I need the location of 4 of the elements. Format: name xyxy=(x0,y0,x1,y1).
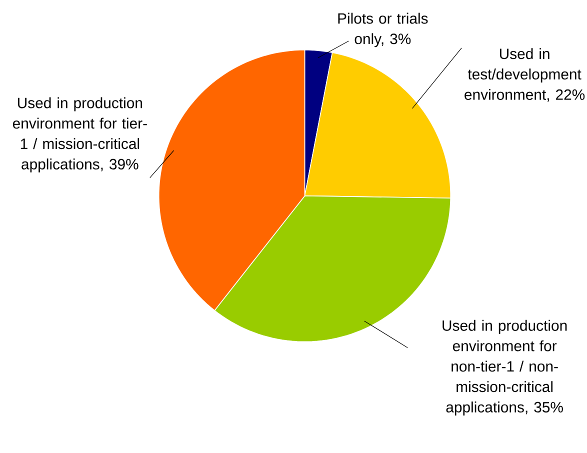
slice-label: Used in production environment for tier-1 / mission-critical applications, 39% xyxy=(12,97,147,173)
slice-label: Used in production environment for non-tier-1 / non-mission-critical applications, 35% xyxy=(442,320,567,416)
slice-label: Pilots or trials only, 3% xyxy=(338,12,428,48)
slice-label: Used in test/development environment, 22% xyxy=(464,48,585,102)
